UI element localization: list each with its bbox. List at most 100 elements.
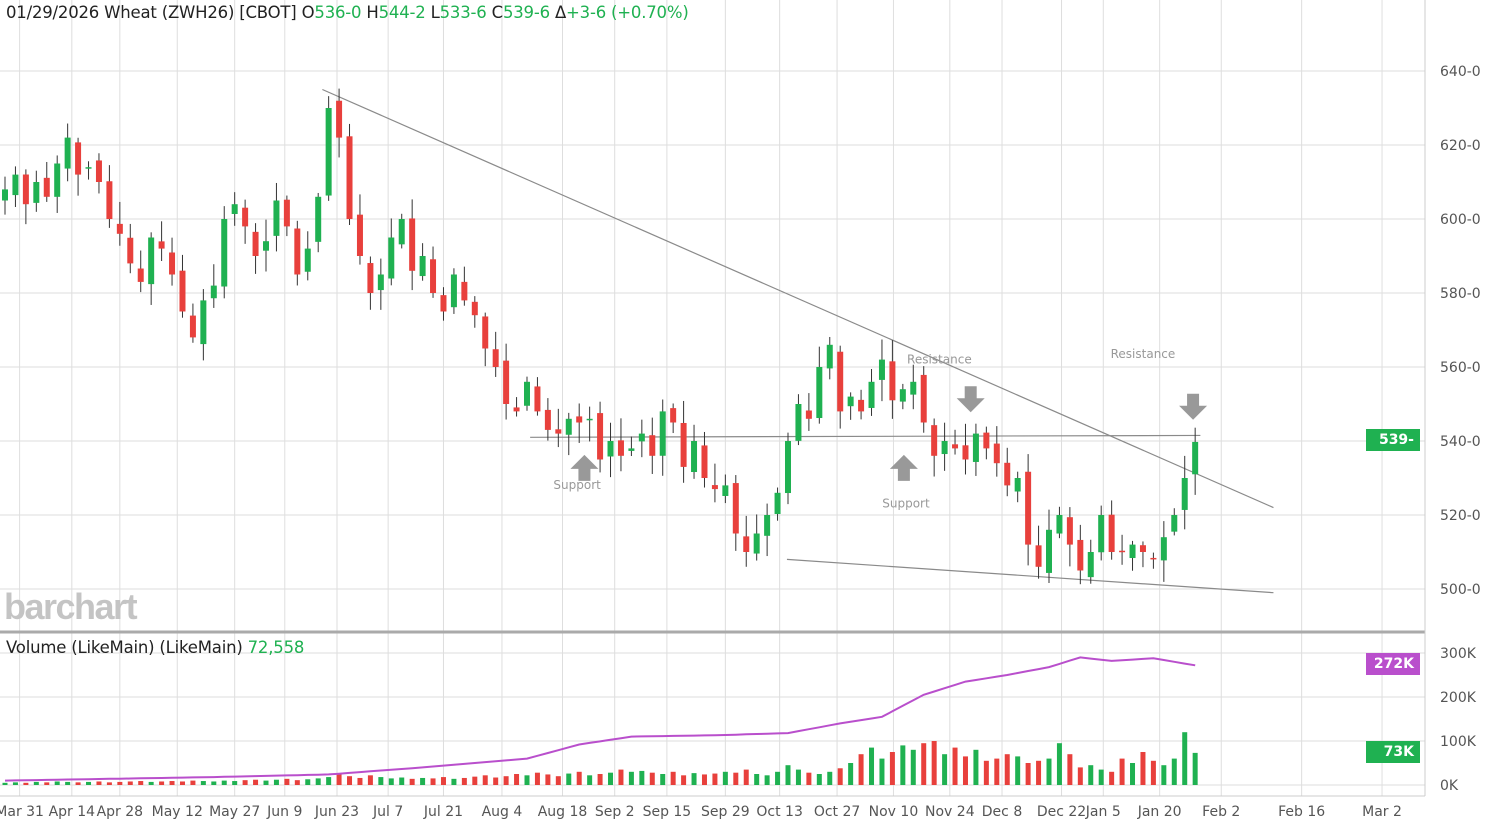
candle <box>680 400 687 483</box>
x-tick-label: Mar 2 <box>1362 804 1402 820</box>
low-label: L <box>430 3 440 22</box>
candle-body <box>1014 478 1021 492</box>
candle <box>962 423 969 475</box>
volume-bar <box>1150 760 1156 785</box>
candle <box>1108 500 1115 560</box>
candle-body <box>816 367 823 419</box>
candle-body <box>106 181 113 219</box>
x-tick-label: Sep 15 <box>643 804 692 820</box>
candle <box>691 424 698 479</box>
volume-bar <box>482 775 488 785</box>
candle-body <box>805 410 812 419</box>
candle <box>774 487 781 521</box>
candle-body <box>795 404 802 441</box>
candle <box>649 417 656 474</box>
arrow-up-icon <box>570 454 599 481</box>
candle-body <box>231 204 238 214</box>
low-value: 533-6 <box>439 3 487 22</box>
candle <box>858 389 865 420</box>
price-tick-label: 600-0 <box>1440 212 1481 228</box>
candle <box>22 169 29 225</box>
candle <box>1129 540 1136 571</box>
candle <box>231 192 238 226</box>
quote-header: 01/29/2026 Wheat (ZWH26) [CBOT] O536-0 H… <box>6 3 689 22</box>
volume-bar <box>691 773 697 785</box>
volume-bar <box>921 743 927 785</box>
candle-body <box>910 381 917 395</box>
candle <box>1098 505 1105 561</box>
x-tick-label: Feb 16 <box>1278 804 1325 820</box>
arrow-down-icon <box>956 386 985 413</box>
volume-bar <box>785 765 791 785</box>
candle <box>931 418 938 477</box>
volume-bar <box>378 777 384 785</box>
volume-bar <box>461 777 467 785</box>
volume-bar <box>900 745 906 785</box>
high-value: 544-2 <box>378 3 426 22</box>
candle <box>325 96 332 201</box>
volume-bar <box>806 772 812 785</box>
volume-bar <box>837 768 843 785</box>
candle <box>659 399 666 476</box>
candle <box>1181 455 1188 530</box>
candle-body <box>774 492 781 514</box>
volume-bar <box>764 775 770 785</box>
candle <box>388 218 395 286</box>
volume-bar <box>326 777 332 785</box>
candle-body <box>492 349 499 367</box>
candle <box>1025 454 1032 566</box>
candle <box>148 232 155 305</box>
volume-bar <box>1088 765 1094 785</box>
candle-body <box>2 189 8 201</box>
candle <box>294 220 301 286</box>
volume-bar <box>23 782 29 785</box>
annotation-label: Support <box>553 478 601 492</box>
open-label: O <box>301 3 315 22</box>
volume-bar <box>597 774 603 785</box>
candle <box>576 403 583 443</box>
candle <box>200 289 207 361</box>
x-tick-label: Dec 8 <box>982 804 1022 820</box>
candle-body <box>889 361 896 401</box>
candle-body <box>743 536 750 552</box>
candle <box>899 383 906 410</box>
candle-body <box>1035 545 1042 567</box>
candle <box>1056 506 1063 539</box>
candle <box>711 463 718 503</box>
volume-bar <box>451 778 457 785</box>
volume-bar <box>106 782 112 785</box>
x-tick-label: Apr 14 <box>49 804 96 820</box>
candle <box>471 296 478 328</box>
x-tick-label: Oct 27 <box>814 804 860 820</box>
x-tick-label: Jul 7 <box>372 804 403 820</box>
volume-bar <box>618 769 624 785</box>
candle-body <box>1119 550 1126 553</box>
x-tick-label: Dec 22 <box>1037 804 1086 820</box>
volume-bar <box>1182 732 1188 785</box>
volume-label: Volume (LikeMain) (LikeMain) <box>6 638 243 657</box>
candle-body <box>878 359 885 380</box>
candle-body <box>670 408 677 423</box>
x-tick-label: Jun 9 <box>266 804 302 820</box>
volume-bar <box>848 763 854 785</box>
candle <box>189 303 196 343</box>
candle <box>513 397 520 417</box>
candle-body <box>920 374 927 423</box>
candle <box>221 206 228 299</box>
candle <box>586 406 593 442</box>
price-tick-label: 620-0 <box>1440 138 1481 154</box>
candle <box>210 264 217 308</box>
volume-bar <box>420 777 426 785</box>
volume-bar <box>628 771 634 785</box>
volume-bar <box>86 781 92 785</box>
close-value: 539-6 <box>502 3 550 22</box>
candle-body <box>764 515 771 536</box>
x-tick-label: Jun 23 <box>314 804 359 820</box>
volume-bar <box>221 780 227 785</box>
candle <box>12 166 19 207</box>
candle-body <box>638 433 645 442</box>
candle <box>346 123 353 226</box>
volume-bar <box>1161 765 1167 785</box>
volume-bar <box>660 774 666 785</box>
